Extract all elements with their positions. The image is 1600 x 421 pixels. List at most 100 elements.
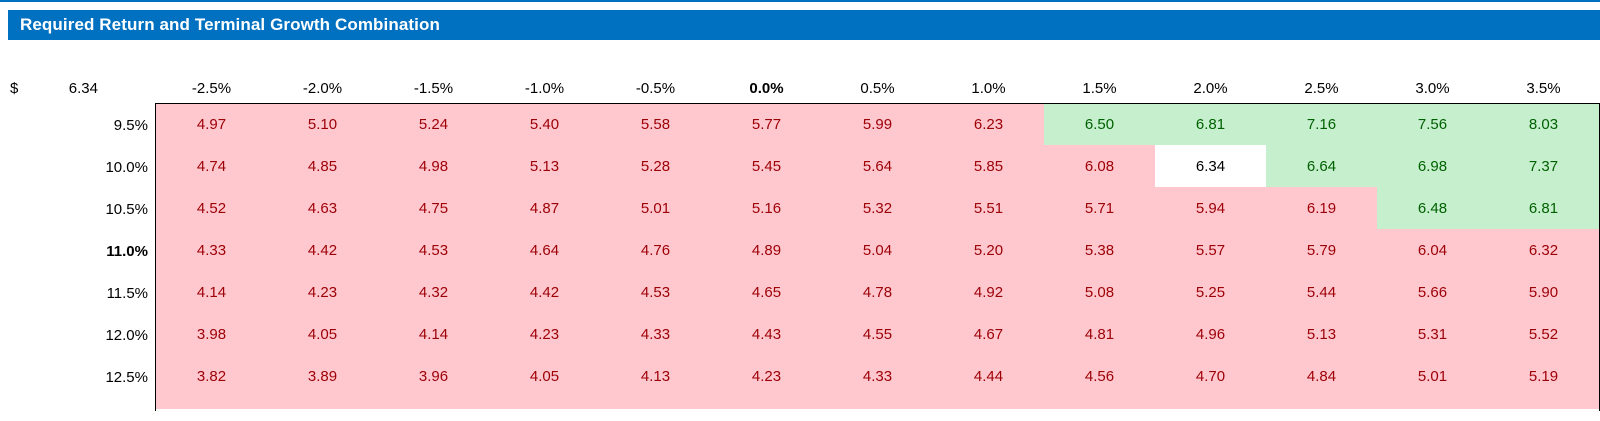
data-cell[interactable]: 6.34 [1155,145,1266,187]
data-cell[interactable]: 5.38 [1044,229,1155,271]
data-cell[interactable]: 5.85 [933,145,1044,187]
data-cell[interactable]: 4.05 [489,355,600,397]
column-header-cell[interactable]: -0.5% [635,80,676,97]
data-cell[interactable]: 5.77 [711,103,822,145]
data-cell[interactable]: 6.50 [1044,103,1155,145]
currency-symbol-cell[interactable]: $ [10,80,19,97]
data-cell[interactable]: 4.97 [156,103,267,145]
data-cell[interactable]: 5.52 [1488,313,1599,355]
data-cell[interactable]: 4.23 [711,355,822,397]
column-header-cell[interactable]: -1.5% [413,80,454,97]
data-cell[interactable]: 6.32 [1488,229,1599,271]
data-cell[interactable]: 5.32 [822,187,933,229]
data-cell[interactable]: 4.32 [378,271,489,313]
data-cell[interactable]: 4.14 [156,271,267,313]
data-cell[interactable]: 4.74 [156,145,267,187]
data-cell[interactable]: 5.08 [1044,271,1155,313]
row-label-cell[interactable]: 11.5% [0,271,156,313]
row-label-cell[interactable]: 9.5% [0,103,156,145]
data-cell[interactable]: 4.53 [378,229,489,271]
data-cell[interactable]: 6.81 [1488,187,1599,229]
data-cell[interactable]: 5.99 [822,103,933,145]
data-cell[interactable]: 7.56 [1377,103,1488,145]
data-cell[interactable]: 5.44 [1266,271,1377,313]
data-cell[interactable]: 5.31 [1377,313,1488,355]
data-cell[interactable]: 6.23 [933,103,1044,145]
data-cell[interactable]: 4.23 [267,271,378,313]
data-cell[interactable]: 7.37 [1488,145,1599,187]
data-cell[interactable]: 5.94 [1155,187,1266,229]
data-cell[interactable]: 4.78 [822,271,933,313]
column-header-cell[interactable]: -1.0% [524,80,565,97]
data-cell[interactable]: 4.52 [156,187,267,229]
data-cell[interactable]: 4.98 [378,145,489,187]
data-cell[interactable]: 8.03 [1488,103,1599,145]
row-label-cell[interactable]: 10.5% [0,187,156,229]
data-cell[interactable]: 4.23 [489,313,600,355]
data-cell[interactable]: 5.20 [933,229,1044,271]
base-value-cell[interactable]: 6.34 [68,80,98,97]
data-cell[interactable]: 4.33 [600,313,711,355]
row-label-cell[interactable]: 12.0% [0,313,156,355]
data-cell[interactable]: 5.79 [1266,229,1377,271]
data-cell[interactable]: 4.42 [489,271,600,313]
data-cell[interactable]: 4.44 [933,355,1044,397]
data-cell[interactable]: 5.01 [600,187,711,229]
data-cell[interactable]: 5.13 [489,145,600,187]
data-cell[interactable]: 5.25 [1155,271,1266,313]
column-header-cell[interactable]: 1.5% [1082,80,1117,97]
data-cell[interactable]: 3.82 [156,355,267,397]
data-cell[interactable]: 6.08 [1044,145,1155,187]
column-header-cell[interactable]: 2.5% [1304,80,1339,97]
data-cell[interactable]: 6.98 [1377,145,1488,187]
data-cell[interactable]: 4.89 [711,229,822,271]
column-header-cell[interactable]: 2.0% [1193,80,1228,97]
data-cell[interactable]: 6.64 [1266,145,1377,187]
data-cell[interactable]: 4.87 [489,187,600,229]
row-label-cell[interactable]: 10.0% [0,145,156,187]
row-label-cell[interactable]: 11.0% [0,229,156,271]
data-cell[interactable]: 6.48 [1377,187,1488,229]
data-cell[interactable]: 5.40 [489,103,600,145]
data-cell[interactable]: 4.84 [1266,355,1377,397]
data-cell[interactable]: 5.13 [1266,313,1377,355]
data-cell[interactable]: 3.96 [378,355,489,397]
data-cell[interactable]: 4.56 [1044,355,1155,397]
data-cell[interactable]: 4.63 [267,187,378,229]
column-header-cell[interactable]: 3.5% [1526,80,1561,97]
data-cell[interactable]: 4.33 [156,229,267,271]
data-cell[interactable]: 4.75 [378,187,489,229]
data-cell[interactable]: 4.43 [711,313,822,355]
data-cell[interactable]: 4.65 [711,271,822,313]
data-cell[interactable]: 5.66 [1377,271,1488,313]
data-cell[interactable]: 5.19 [1488,355,1599,397]
data-cell[interactable]: 3.98 [156,313,267,355]
column-header-cell[interactable]: 1.0% [971,80,1006,97]
data-cell[interactable]: 4.05 [267,313,378,355]
data-cell[interactable]: 6.81 [1155,103,1266,145]
data-cell[interactable]: 4.76 [600,229,711,271]
data-cell[interactable]: 5.16 [711,187,822,229]
data-cell[interactable]: 5.04 [822,229,933,271]
data-cell[interactable]: 4.85 [267,145,378,187]
data-cell[interactable]: 4.64 [489,229,600,271]
data-cell[interactable]: 5.64 [822,145,933,187]
column-header-cell[interactable]: -2.0% [302,80,343,97]
column-header-cell[interactable]: -2.5% [191,80,232,97]
data-cell[interactable]: 4.13 [600,355,711,397]
data-cell[interactable]: 5.57 [1155,229,1266,271]
data-cell[interactable]: 7.16 [1266,103,1377,145]
data-cell[interactable]: 5.01 [1377,355,1488,397]
column-header-cell[interactable]: 0.5% [860,80,895,97]
data-cell[interactable]: 5.51 [933,187,1044,229]
data-cell[interactable]: 5.28 [600,145,711,187]
data-cell[interactable]: 4.42 [267,229,378,271]
data-cell[interactable]: 6.19 [1266,187,1377,229]
data-cell[interactable]: 4.81 [1044,313,1155,355]
data-cell[interactable]: 5.24 [378,103,489,145]
data-cell[interactable]: 4.14 [378,313,489,355]
data-cell[interactable]: 5.71 [1044,187,1155,229]
data-cell[interactable]: 4.55 [822,313,933,355]
data-cell[interactable]: 5.58 [600,103,711,145]
data-cell[interactable]: 4.96 [1155,313,1266,355]
